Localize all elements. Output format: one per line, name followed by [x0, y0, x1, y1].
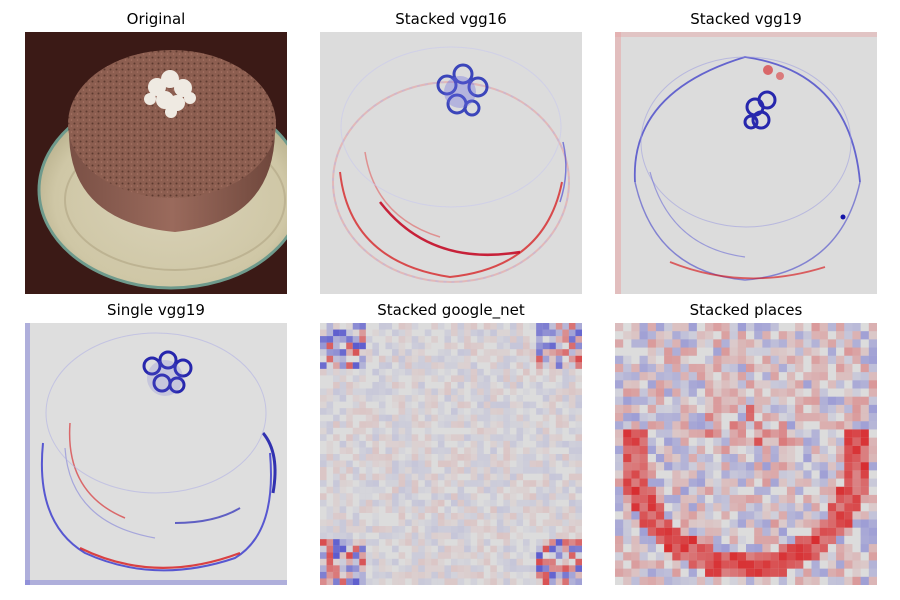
saliency-map-stacked-vgg16 [320, 32, 582, 294]
panel-title: Original [126, 10, 186, 28]
saliency-map-stacked-vgg19 [615, 32, 877, 294]
saliency-map-stacked-google-net [320, 323, 582, 585]
panel-title: Stacked google_net [377, 301, 525, 319]
panel-title: Stacked places [689, 301, 803, 319]
saliency-map-single-vgg19 [25, 323, 287, 585]
panel-title: Stacked vgg16 [395, 10, 507, 28]
original-cake-photo [25, 32, 287, 294]
panel-title: Single vgg19 [107, 301, 205, 319]
panel-title: Stacked vgg19 [690, 10, 802, 28]
saliency-map-stacked-places [615, 323, 877, 585]
